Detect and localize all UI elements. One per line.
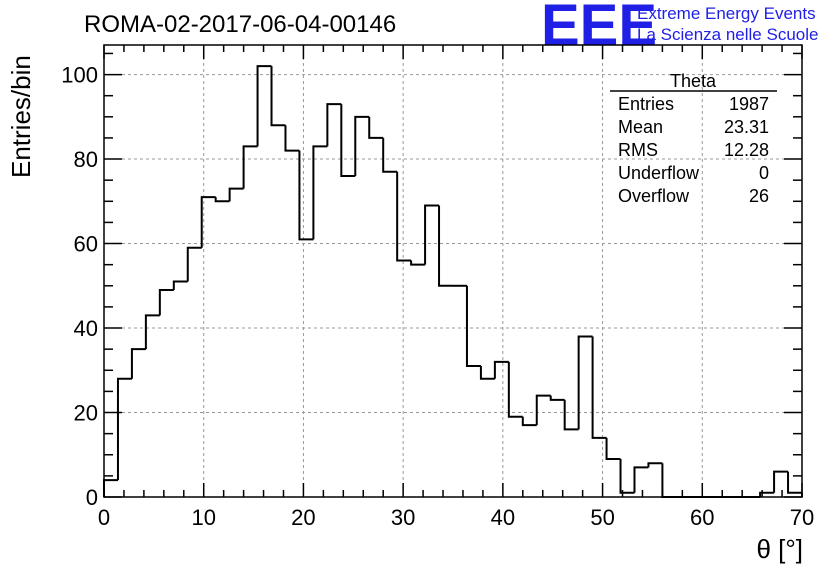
x-tick-label: 60 xyxy=(690,505,714,530)
x-tick-label: 10 xyxy=(191,505,215,530)
stats-row-label: Entries xyxy=(618,94,674,114)
histogram-bin xyxy=(270,66,286,127)
y-tick-label: 80 xyxy=(74,147,98,172)
stats-row-value: 0 xyxy=(759,163,769,183)
histogram-bin xyxy=(382,137,398,173)
stats-row-value: 23.31 xyxy=(724,117,769,137)
plot-border xyxy=(103,44,803,498)
x-tick-label: 50 xyxy=(590,505,614,530)
histogram-bin xyxy=(633,466,649,493)
histogram-bin xyxy=(647,462,663,468)
histogram-bin xyxy=(424,204,440,265)
histogram-bin xyxy=(116,377,132,481)
y-tick-labels: 0 20 40 60 80 100 xyxy=(61,63,98,510)
y-tick-label: 20 xyxy=(74,401,98,426)
x-tick-label: 70 xyxy=(790,505,814,530)
histogram-bin xyxy=(549,395,565,401)
histogram-bin xyxy=(298,150,314,241)
stats-row-label: RMS xyxy=(618,140,658,160)
grid-lines xyxy=(104,45,802,497)
eee-logo: EEE Extreme Energy Events La Scienza nel… xyxy=(541,0,818,58)
histogram-bin xyxy=(228,187,244,202)
x-tick-label: 20 xyxy=(291,505,315,530)
histogram-bin xyxy=(661,463,677,498)
histogram-bin xyxy=(158,289,174,316)
histogram-bin xyxy=(563,399,579,431)
histogram-bin xyxy=(284,125,300,152)
histogram-bin xyxy=(312,145,328,240)
y-tick-label: 60 xyxy=(74,232,98,257)
x-tick-label: 0 xyxy=(98,505,110,530)
logo-line-1: Extreme Energy Events xyxy=(637,4,816,23)
histogram-bin xyxy=(479,366,495,380)
histogram-bin xyxy=(759,491,775,497)
histogram-bin xyxy=(507,361,523,418)
x-axis-label: θ [°] xyxy=(756,534,803,564)
histogram-bin xyxy=(410,260,426,266)
stats-row-label: Overflow xyxy=(618,186,690,206)
logo-mark: EEE xyxy=(541,0,657,58)
x-tick-labels: 0 10 20 30 40 50 60 70 xyxy=(98,505,814,530)
logo-line-2: La Scienza nelle Scuole xyxy=(637,25,818,44)
histogram-bin xyxy=(130,348,146,379)
histogram-bin xyxy=(396,171,412,262)
stats-row-value: 12.28 xyxy=(724,140,769,160)
y-axis-label: Entries/bin xyxy=(6,55,36,178)
histogram-bin xyxy=(326,103,342,147)
stats-row-label: Underflow xyxy=(618,163,700,183)
plot-frame xyxy=(103,44,803,498)
run-title: ROMA-02-2017-06-04-00146 xyxy=(84,11,396,38)
histogram-bin xyxy=(465,285,481,368)
histogram-bin xyxy=(214,197,230,203)
histogram-bin xyxy=(172,280,188,291)
stats-box: Theta Entries 1987 Mean 23.31 RMS 12.28 Underf… xyxy=(610,71,777,206)
axis-ticks xyxy=(103,45,803,498)
y-tick-label: 100 xyxy=(61,63,98,88)
y-tick-label: 0 xyxy=(86,485,98,510)
histogram-bin xyxy=(591,336,607,439)
histogram-bin xyxy=(605,437,621,460)
histogram-bin xyxy=(200,196,216,248)
x-tick-label: 30 xyxy=(391,505,415,530)
histogram-bin xyxy=(438,205,453,287)
histogram-bin xyxy=(773,470,789,493)
stats-rows: Entries 1987 Mean 23.31 RMS 12.28 Underflow 0 Ov… xyxy=(618,94,769,206)
histogram-bin xyxy=(103,479,118,497)
histogram-bin xyxy=(787,471,802,494)
histogram-bin xyxy=(144,314,160,350)
histogram-bin xyxy=(577,335,593,430)
histogram-bin xyxy=(619,458,635,494)
histogram-bin xyxy=(242,145,258,189)
histogram-bin xyxy=(493,360,509,379)
histogram-bin xyxy=(186,246,202,282)
histogram-bin xyxy=(368,116,384,139)
stats-title: Theta xyxy=(670,71,717,91)
stats-row-value: 1987 xyxy=(729,94,769,114)
histogram-bin xyxy=(521,416,537,427)
histogram-bin xyxy=(340,104,356,177)
stats-row-label: Mean xyxy=(618,117,663,137)
histogram-bin xyxy=(354,115,370,176)
y-tick-label: 40 xyxy=(74,316,98,341)
histogram-bin xyxy=(535,394,551,426)
histogram-bin xyxy=(256,65,272,147)
x-tick-label: 40 xyxy=(491,505,515,530)
stats-row-value: 26 xyxy=(749,186,769,206)
histogram-bins xyxy=(103,65,803,498)
